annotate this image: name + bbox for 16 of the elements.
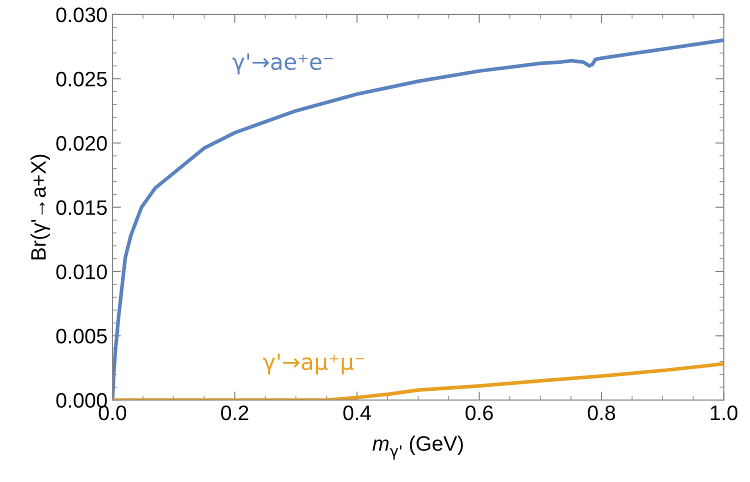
- x-tick-label: 0.2: [221, 405, 248, 420]
- y-tick-label: 0.010: [56, 264, 107, 280]
- x-tick-label: 0.4: [343, 405, 371, 420]
- x-tick-label: 0.0: [98, 405, 126, 420]
- x-tick-label: 1.0: [710, 405, 738, 420]
- y-tick-label: 0.005: [56, 328, 107, 344]
- y-tick-label: 0.025: [56, 72, 107, 86]
- series-label: γ'→ae⁺e⁻: [232, 54, 333, 74]
- y-tick-label: 0.000: [56, 393, 107, 408]
- y-axis-title: Br(γ'→a+X): [30, 154, 50, 260]
- series-label: γ'→aμ⁺μ⁻: [262, 354, 364, 374]
- x-tick-label: 0.6: [466, 405, 493, 420]
- x-tick-label: 0.8: [588, 405, 616, 420]
- y-tick-label: 0.030: [56, 7, 107, 22]
- y-tick-label: 0.015: [56, 200, 107, 216]
- y-tick-label: 0.020: [56, 136, 107, 151]
